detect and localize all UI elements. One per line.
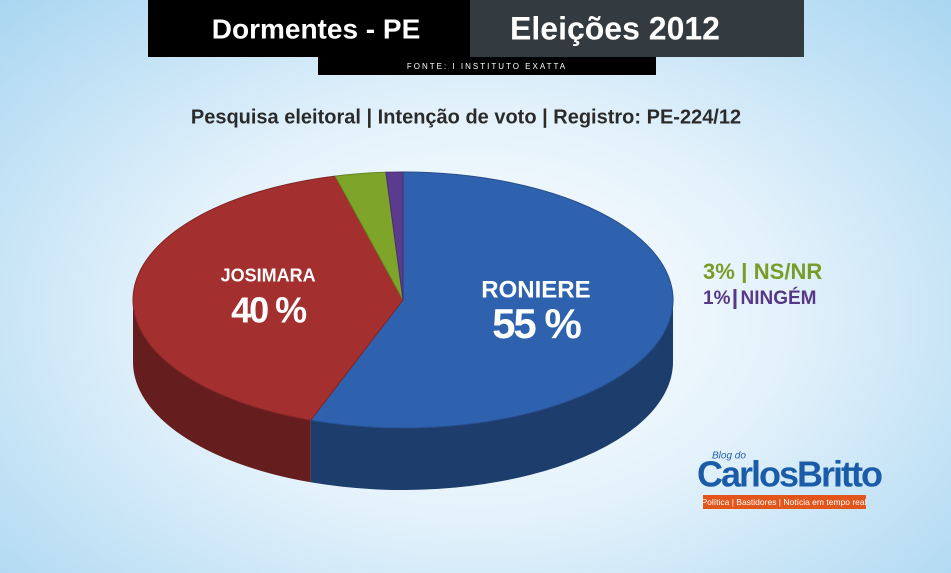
header-left-bg <box>148 0 470 57</box>
logo: Blog do CarlosBritto Política | Bastidor… <box>697 451 884 509</box>
slice <box>385 171 404 301</box>
slice-value-label: 55 % <box>492 300 581 347</box>
slice-value-label: 40 % <box>231 289 307 330</box>
slice-name: NS/NR <box>754 259 823 284</box>
header-right-bg <box>470 0 804 57</box>
slice-side <box>310 300 673 490</box>
source-bg <box>318 57 656 75</box>
chart-title: Dormentes - PE <box>212 13 421 44</box>
slice <box>132 175 404 421</box>
separator <box>733 289 737 309</box>
slice-name: RONIERE <box>481 276 590 303</box>
source: FONTE: I INSTITUTO EXATTA <box>407 62 567 71</box>
subtitle: Pesquisa eleitoral | Intenção de voto | … <box>191 106 741 128</box>
slice-name: JOSIMARA <box>221 266 316 286</box>
slice-value-label: 3% <box>703 259 735 284</box>
header-right: Eleições 2012 <box>510 10 720 46</box>
logo-tagline: Política | Bastidores | Notícia em tempo… <box>701 497 866 507</box>
logo-name: CarlosBritto <box>697 454 882 495</box>
slice-side <box>133 300 311 483</box>
slice <box>309 171 674 429</box>
logo-bar <box>703 495 866 509</box>
slice-name: NINGÉM <box>740 287 816 309</box>
slice-value-label: 1% <box>703 288 731 309</box>
separator <box>742 263 746 283</box>
logo-small: Blog do <box>712 451 746 462</box>
